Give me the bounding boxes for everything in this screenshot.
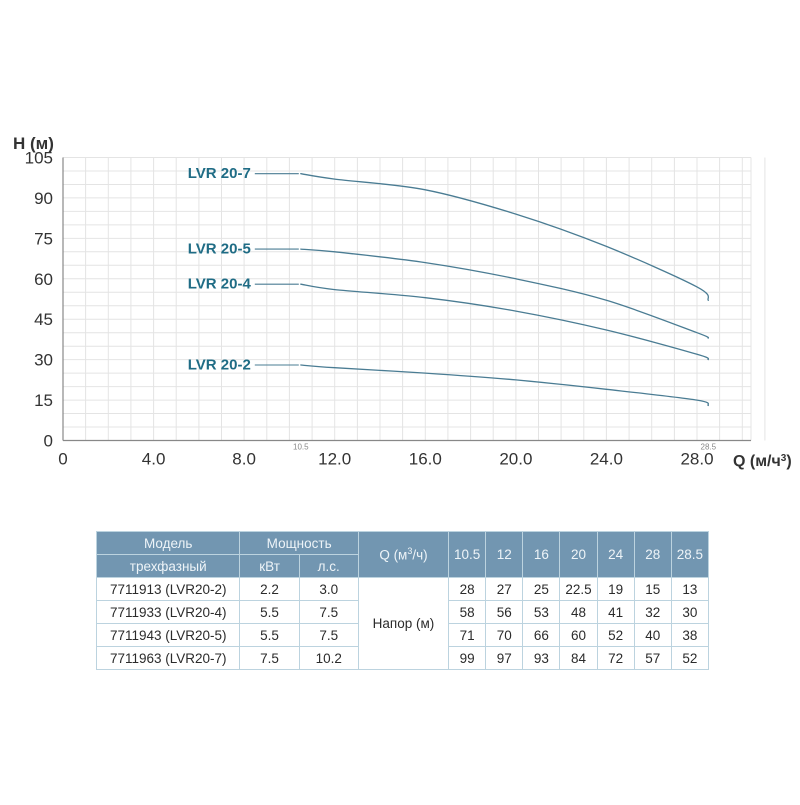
- svg-text:45: 45: [34, 310, 53, 329]
- svg-text:75: 75: [34, 229, 53, 248]
- svg-text:12.0: 12.0: [318, 450, 351, 469]
- svg-text:10.5: 10.5: [293, 443, 309, 452]
- svg-text:20.0: 20.0: [499, 450, 532, 469]
- svg-text:16.0: 16.0: [409, 450, 442, 469]
- svg-text:LVR 20-7: LVR 20-7: [188, 165, 251, 182]
- svg-text:LVR 20-2: LVR 20-2: [188, 357, 251, 374]
- svg-text:15: 15: [34, 391, 53, 410]
- svg-text:90: 90: [34, 189, 53, 208]
- svg-text:Q (м/ч3): Q (м/ч3): [733, 453, 792, 471]
- svg-text:0: 0: [44, 432, 53, 451]
- svg-text:60: 60: [34, 270, 53, 289]
- svg-text:H (м): H (м): [13, 134, 54, 153]
- svg-text:0: 0: [58, 450, 67, 469]
- svg-text:28.0: 28.0: [680, 450, 713, 469]
- svg-text:30: 30: [34, 351, 53, 370]
- svg-text:4.0: 4.0: [142, 450, 166, 469]
- svg-text:LVR 20-5: LVR 20-5: [188, 241, 251, 258]
- svg-text:28.5: 28.5: [701, 443, 717, 452]
- svg-text:24.0: 24.0: [590, 450, 623, 469]
- svg-text:LVR 20-4: LVR 20-4: [188, 276, 252, 293]
- svg-text:8.0: 8.0: [232, 450, 256, 469]
